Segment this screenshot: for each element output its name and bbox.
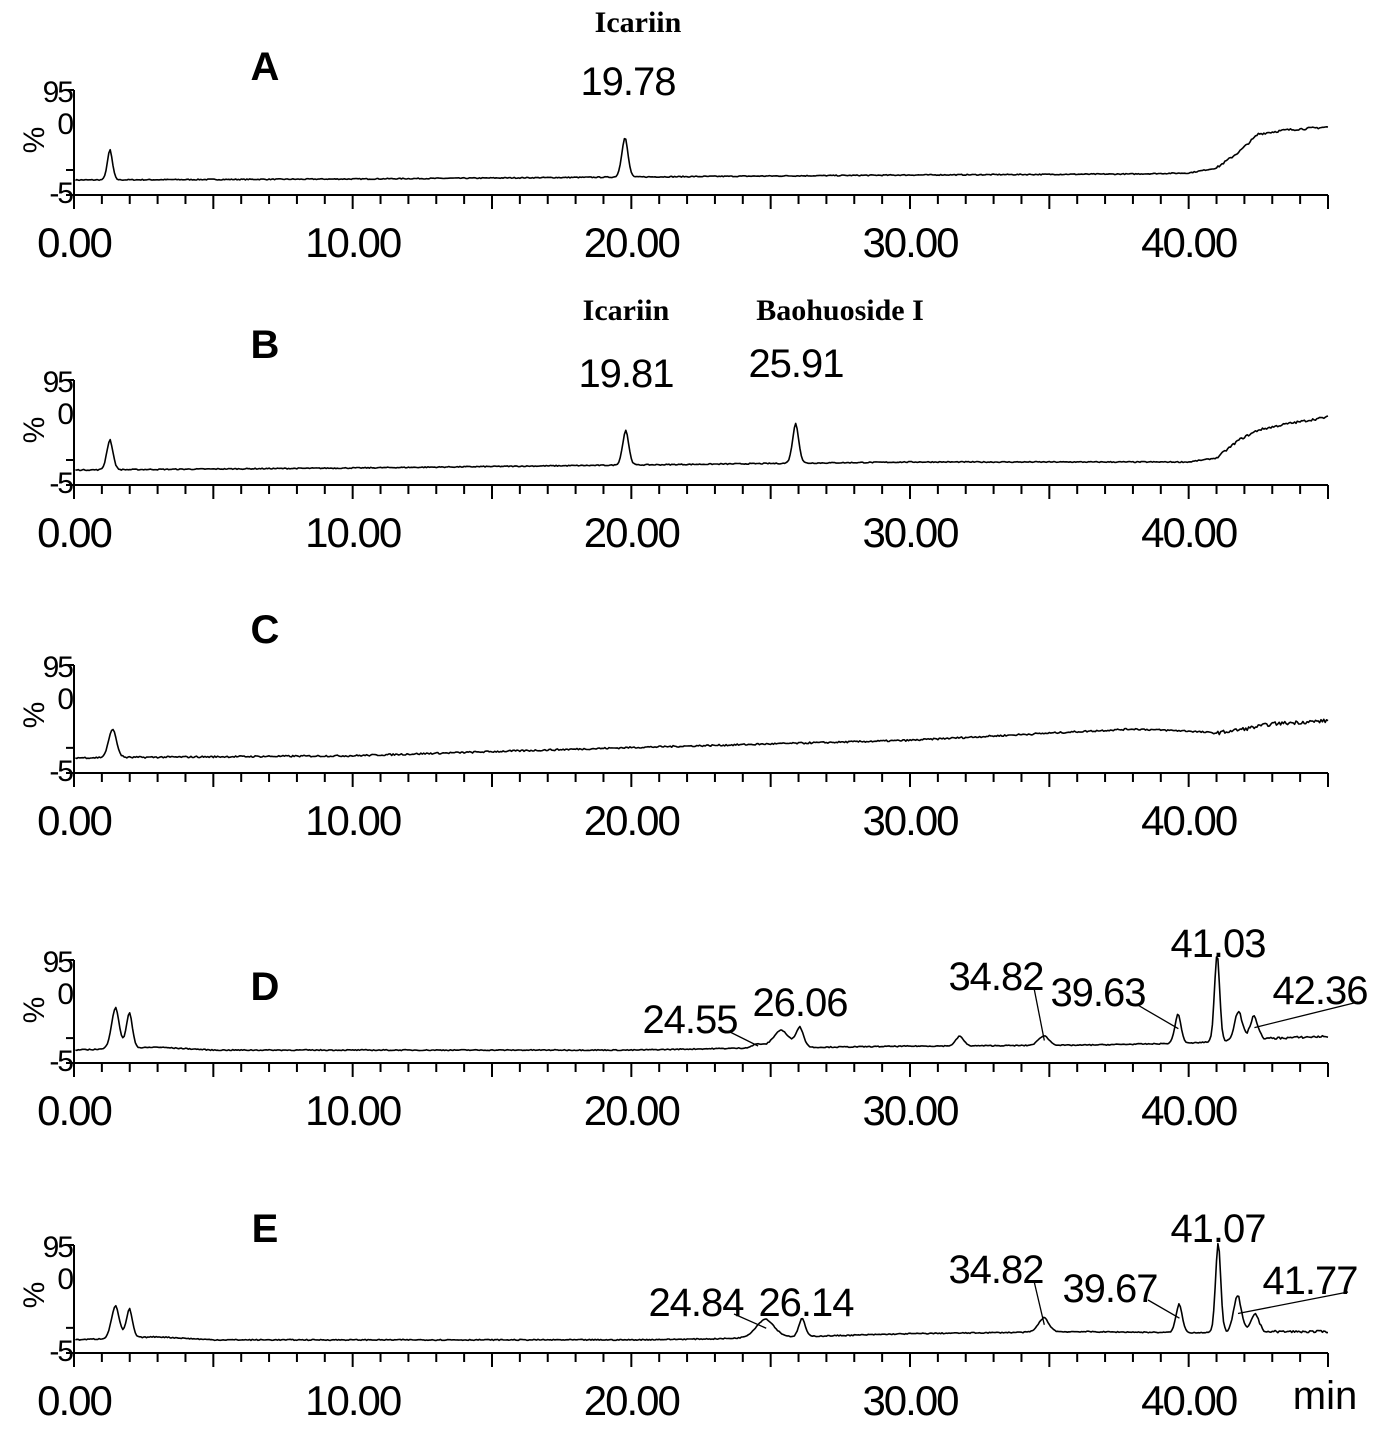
peak-leader-line [733,1313,767,1329]
x-tick-label: 10.00 [305,219,401,266]
y-tick-label: -5 [49,177,73,210]
x-tick-label: 40.00 [1141,1087,1237,1134]
peak-label: 41.07 [1170,1207,1265,1251]
peak-label: 34.82 [948,1248,1043,1292]
panel-label: E [252,1207,279,1251]
x-unit-label: min [1293,1374,1357,1418]
peak-label: 34.82 [948,955,1043,999]
peak-leader-line [1033,987,1045,1041]
chromatogram-trace [75,1242,1328,1342]
y-tick-label: -5 [49,467,73,500]
x-tick-label: 10.00 [305,509,401,556]
y-tick-label: -5 [49,755,73,788]
y-tick-label: 0 [57,108,73,141]
x-tick-label: 0.00 [37,219,111,266]
y-axis-label: % [18,417,51,444]
y-tick-label: 95 [43,1231,74,1264]
x-tick-label: 10.00 [305,1087,401,1134]
x-tick-label: 0.00 [37,1087,111,1134]
compound-label: Icariin [595,6,682,39]
chromatogram-trace [75,718,1329,760]
y-axis-label: % [18,1282,51,1309]
panel-label: D [251,965,280,1009]
peak-leader-line [1254,1001,1359,1029]
peak-label: 19.78 [580,60,675,104]
peak-label: 26.14 [758,1281,854,1325]
chromatogram-trace [75,415,1329,472]
compound-label: Icariin [583,294,670,327]
x-tick-label: 20.00 [584,219,680,266]
y-tick-label: 0 [57,683,73,716]
y-axis-label: % [18,997,51,1024]
peak-label: 24.55 [642,998,737,1042]
x-tick-label: 30.00 [862,1377,958,1424]
peak-label: 25.91 [748,342,843,386]
x-tick-label: 0.00 [37,1377,111,1424]
compound-label: Baohuoside I [756,294,924,327]
x-tick-label: 10.00 [305,1377,401,1424]
x-tick-label: 0.00 [37,797,111,844]
x-tick-label: 40.00 [1141,1377,1237,1424]
peak-leader-line [1135,1003,1179,1030]
panel-label: B [251,323,280,367]
x-tick-label: 40.00 [1141,509,1237,556]
x-tick-label: 30.00 [862,219,958,266]
peak-label: 42.36 [1272,969,1367,1013]
panel-label: A [251,45,280,89]
x-tick-label: 20.00 [584,1087,680,1134]
x-tick-label: 40.00 [1141,219,1237,266]
x-tick-label: 20.00 [584,1377,680,1424]
peak-label: 26.06 [752,981,847,1025]
x-tick-label: 30.00 [862,509,958,556]
peak-leader-line [1033,1280,1045,1325]
peak-label: 41.03 [1170,922,1265,966]
y-tick-label: 95 [43,946,74,979]
y-tick-label: 0 [57,398,73,431]
x-tick-label: 0.00 [37,509,111,556]
y-axis-label: % [18,127,51,154]
peak-label: 39.63 [1050,971,1145,1015]
y-axis-label: % [18,702,51,729]
peak-label: 24.84 [648,1281,744,1325]
peak-label: 41.77 [1262,1259,1357,1303]
peak-leader-line [727,1030,759,1047]
chromatogram-trace [74,126,1329,182]
y-tick-label: 95 [43,651,74,684]
y-tick-label: 95 [43,76,74,109]
x-tick-label: 20.00 [584,509,680,556]
peak-label: 19.81 [578,352,673,396]
x-tick-label: 20.00 [584,797,680,844]
y-tick-label: -5 [49,1335,73,1368]
x-tick-label: 30.00 [862,1087,958,1134]
y-tick-label: 95 [43,366,74,399]
peak-leader-line [1147,1299,1180,1319]
peak-leader-line [1237,1291,1349,1315]
peak-label: 39.67 [1062,1267,1157,1311]
chromatogram-trace [75,956,1329,1052]
x-tick-label: 40.00 [1141,797,1237,844]
y-tick-label: 0 [57,1263,73,1296]
x-tick-label: 10.00 [305,797,401,844]
y-tick-label: 0 [57,978,73,1011]
panel-label: C [251,608,280,652]
x-tick-label: 30.00 [862,797,958,844]
y-tick-label: -5 [49,1045,73,1078]
